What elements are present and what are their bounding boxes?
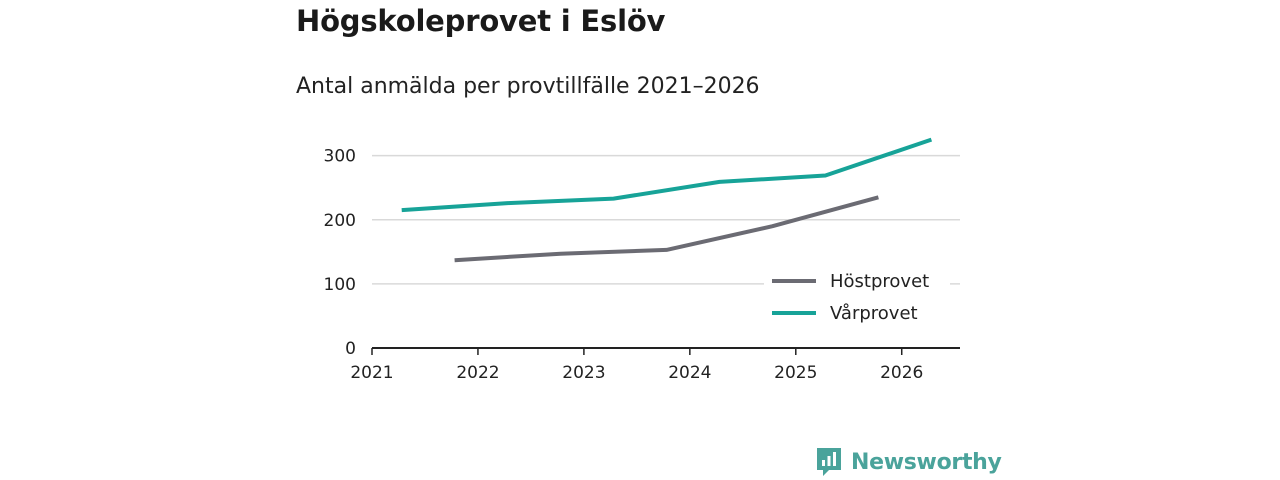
newsworthy-brand: Newsworthy [815,446,1002,478]
x-tick-label-2022: 2022 [456,363,499,383]
chart-title: Högskoleprovet i Eslöv [296,4,666,38]
y-tick-label-0: 0 [345,339,356,359]
x-tick-label-2023: 2023 [562,363,605,383]
x-tick-label-2021: 2021 [350,363,393,383]
x-tick-label-2026: 2026 [880,363,923,383]
series-line-hostprovet [454,195,879,263]
legend-label-hostprovet: Höstprovet [830,271,929,292]
newsworthy-logo-icon [817,448,841,476]
y-tick-label-100: 100 [324,275,356,295]
y-tick-label-200: 200 [324,211,356,231]
brand-name: Newsworthy [851,449,1002,475]
x-tick-label-2025: 2025 [774,363,817,383]
y-tick-label-300: 300 [324,147,356,167]
legend-background [764,262,950,330]
x-tick-label-2024: 2024 [668,363,711,383]
line-chart: 0 100 200 300 2021 2022 2023 2024 2025 2026 Höstp… [324,137,960,383]
series-line-varprovet [401,137,933,213]
legend-label-varprovet: Vårprovet [830,303,918,324]
chart-subtitle: Antal anmälda per provtillfälle 2021–202… [296,74,760,99]
